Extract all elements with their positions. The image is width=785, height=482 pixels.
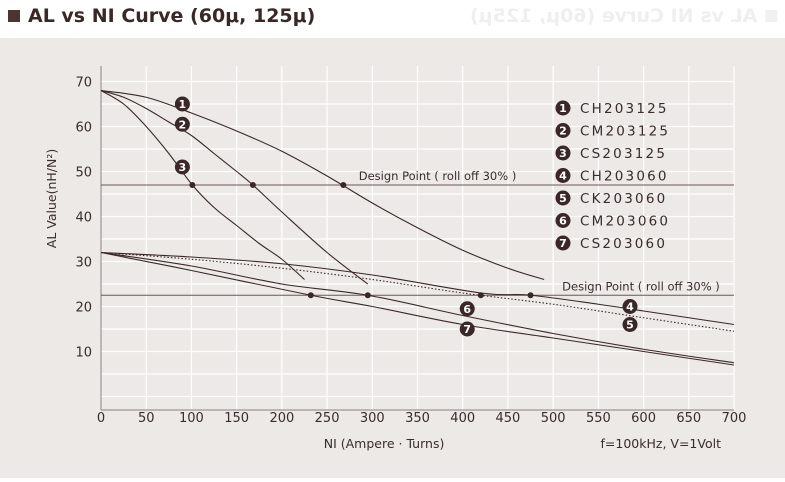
series-curve-cs203060 xyxy=(100,251,735,366)
curve-badge-3-number: 3 xyxy=(179,161,187,174)
chart-heading: AL vs NI Curve (60μ, 125μ) xyxy=(8,2,315,30)
y-tick-label: 60 xyxy=(75,121,92,136)
legend-entry-1: CH203125 xyxy=(580,101,669,117)
curve-badge-2-circle xyxy=(174,116,190,132)
mirrored-title-bleed: AL vs NI Curve (60μ, 125μ) xyxy=(470,2,777,30)
curve-badge-1-number: 1 xyxy=(179,98,187,111)
chart-panel: 0 50 100 150 200 250 300 350 400 450 500 550 600 650 7… xyxy=(0,38,785,478)
series-curve-cm203060 xyxy=(100,251,735,364)
legend-badge-5-number: 5 xyxy=(559,192,567,205)
x-tick-label: 550 xyxy=(586,411,611,426)
design-point-marker xyxy=(340,182,347,188)
design-point-marker xyxy=(477,292,484,299)
design-point-label: Design Point ( roll off 30% ) xyxy=(562,279,720,293)
legend-badge-4-circle xyxy=(555,168,571,183)
y-tick-label: 30 xyxy=(75,256,92,271)
legend-badge-3-circle xyxy=(555,145,571,161)
x-tick-label: 200 xyxy=(269,411,294,426)
curve-badge-1-circle xyxy=(174,96,190,112)
design-point-marker xyxy=(249,182,256,188)
x-tick-label: 650 xyxy=(676,411,701,426)
al-vs-ni-chart: 0 50 100 150 200 250 300 350 400 450 500 550 600 650 7… xyxy=(44,66,747,451)
legend-badge-3-number: 3 xyxy=(559,147,567,160)
x-tick-label: 600 xyxy=(631,411,656,426)
legend-badge-6-circle xyxy=(555,213,571,228)
y-tick-label: 70 xyxy=(75,76,92,91)
curve-badge-5-circle xyxy=(622,317,638,332)
curve-badge-4-circle xyxy=(622,299,638,314)
curve-badge-7-circle xyxy=(459,321,475,337)
legend-badge-7-number: 7 xyxy=(559,237,567,250)
legend-badge-1-number: 1 xyxy=(559,102,567,115)
legend-entry-4: CH203060 xyxy=(580,169,669,185)
y-tick-label: 20 xyxy=(75,301,92,316)
x-tick-label: 350 xyxy=(405,411,430,426)
curve-badge-5-number: 5 xyxy=(626,319,634,332)
design-point-label: Design Point ( roll off 30% ) xyxy=(359,169,517,183)
curve-badge-7-number: 7 xyxy=(463,323,471,336)
x-tick-label: 450 xyxy=(496,411,521,426)
series-curve-cs203125 xyxy=(100,90,305,280)
y-axis-label: AL Value(nH/N²) xyxy=(44,149,59,248)
legend-badge-4-number: 4 xyxy=(559,170,567,183)
y-tick-label: 10 xyxy=(75,346,92,361)
legend-badge-5-circle xyxy=(555,190,571,206)
x-tick-label: 700 xyxy=(722,411,747,426)
x-axis-label: NI (Ampere · Turns) xyxy=(324,436,445,451)
design-point-marker xyxy=(189,182,196,188)
x-tick-label: 100 xyxy=(179,411,204,426)
curve-badge-6-number: 6 xyxy=(463,303,471,316)
legend-entry-2: CM203125 xyxy=(580,124,670,140)
legend-entry-5: CK203060 xyxy=(580,191,667,207)
legend-badge-2-circle xyxy=(555,123,571,138)
legend-badge-2-number: 2 xyxy=(559,125,567,138)
x-tick-label: 150 xyxy=(224,411,249,426)
design-point-marker xyxy=(527,292,534,299)
y-tick-label: 50 xyxy=(75,166,92,181)
curve-badge-6-circle xyxy=(459,301,475,317)
legend-entry-7: CS203060 xyxy=(580,236,667,252)
design-point-marker xyxy=(307,292,314,299)
legend-badge-7-circle xyxy=(555,235,571,251)
x-tick-label: 0 xyxy=(97,411,105,426)
x-tick-label: 400 xyxy=(450,411,475,426)
x-tick-label: 50 xyxy=(138,411,155,426)
legend-badge-6-number: 6 xyxy=(559,215,567,228)
x-tick-label: 500 xyxy=(541,411,566,426)
ghost-title: AL vs NI Curve (60μ, 125μ) xyxy=(469,5,757,27)
heading-title: AL vs NI Curve (60μ, 125μ) xyxy=(28,5,316,27)
curve-badge-3-circle xyxy=(174,159,190,175)
legend-entry-3: CS203125 xyxy=(580,146,667,162)
legend-entry-6: CM203060 xyxy=(580,214,670,230)
series-curve-cm203125 xyxy=(100,89,369,285)
y-tick-label: 40 xyxy=(75,211,92,226)
heading-square-icon xyxy=(8,10,20,22)
x-tick-label: 250 xyxy=(315,411,340,426)
condition-note: f=100kHz, V=1Volt xyxy=(601,436,722,451)
ghost-square-icon xyxy=(765,10,777,22)
curve-badge-4-number: 4 xyxy=(626,301,634,314)
x-tick-label: 300 xyxy=(360,411,385,426)
legend-badge-1-circle xyxy=(555,100,571,116)
curve-badge-2-number: 2 xyxy=(179,118,187,131)
design-point-marker xyxy=(364,292,371,299)
